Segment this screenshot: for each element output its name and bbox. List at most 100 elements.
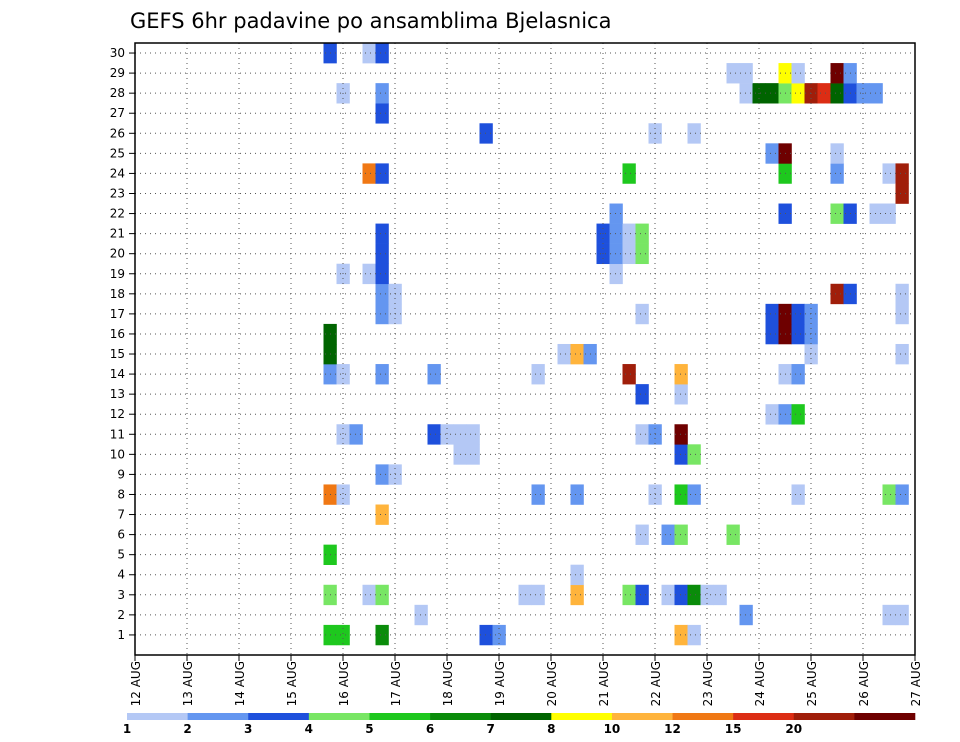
heatmap-cell [674,424,688,445]
heatmap-cell [466,424,480,445]
x-tick-label: 13 AUG [181,661,195,706]
heatmap-cell [336,484,350,505]
heatmap-cell [622,584,636,606]
heatmap-cell [570,343,584,365]
y-tick-label: 28 [110,86,125,100]
heatmap-cell [635,243,649,265]
heatmap-cell [674,624,688,646]
plot-frame [134,42,916,656]
heatmap-cell [895,283,909,305]
y-tick-label: 12 [110,407,125,421]
heatmap-cell [570,484,584,505]
heatmap-cell [726,524,740,545]
heatmap-cell [804,343,818,365]
y-tick-label: 30 [110,46,125,60]
heatmap-cell [804,303,818,325]
y-tick-label: 18 [110,287,125,301]
x-tick-label: 18 AUG [441,661,455,706]
heatmap-cell [375,43,389,64]
y-tick-label: 11 [110,427,125,441]
x-tick-label: 21 AUG [597,661,611,706]
legend-color-swatch [854,713,916,720]
heatmap-cell [830,283,844,305]
legend-level-label: 1 [123,722,131,736]
legend-color-swatch [369,713,431,720]
y-axis-ticks: 1234567891011121314151617181920212223242… [110,46,135,642]
heatmap-cell [492,624,506,646]
heatmap-cell [830,163,844,184]
x-tick-label: 22 AUG [649,661,663,706]
heatmap-cell [674,524,688,545]
y-tick-label: 22 [110,207,125,221]
legend-color-swatch [733,713,795,720]
heatmap-cell [700,584,714,606]
heatmap-cell [882,163,896,184]
heatmap-cell [531,484,545,505]
heatmap-cell [791,364,805,385]
heatmap-cell [609,223,623,244]
heatmap-cell [375,283,389,305]
y-tick-label: 6 [117,528,125,542]
x-tick-label: 24 AUG [753,661,767,706]
heatmap-cell [635,384,649,405]
heatmap-cell [882,203,896,224]
y-tick-label: 5 [117,548,125,562]
heatmap-cell [895,604,909,626]
heatmap-cell [791,323,805,345]
heatmap-cell [895,183,909,204]
heatmap-cell [375,364,389,385]
heatmap-cell [882,604,896,626]
heatmap-cell [791,83,805,104]
heatmap-cell [687,624,701,646]
legend-color-swatch [248,713,310,720]
heatmap-cell [427,364,441,385]
legend-level-label: 8 [547,722,555,736]
heatmap-cell [362,584,376,606]
gridlines [135,43,915,655]
y-tick-label: 2 [117,608,125,622]
heatmap-cell [869,203,883,224]
heatmap-cell [622,364,636,385]
y-tick-label: 26 [110,126,125,140]
heatmap-cell [739,63,753,84]
heatmap-cell [375,103,389,124]
heatmap-cell [791,484,805,505]
legend-level-label: 15 [725,722,742,736]
y-tick-label: 29 [110,66,125,80]
x-tick-label: 23 AUG [701,661,715,706]
x-tick-label: 19 AUG [493,661,507,706]
y-tick-label: 13 [110,387,125,401]
y-tick-label: 21 [110,227,125,241]
y-tick-label: 25 [110,146,125,160]
y-tick-label: 7 [117,508,125,522]
heatmap-cell [882,484,896,505]
x-tick-label: 14 AUG [233,661,247,706]
y-tick-label: 23 [110,186,125,200]
heatmap-cell [726,63,740,84]
heatmap-cell [674,444,688,465]
heatmap-cell [375,303,389,325]
legend-level-label: 5 [365,722,373,736]
y-tick-label: 20 [110,247,125,261]
legend-level-label: 4 [305,722,313,736]
heatmap-cell [427,424,441,445]
heatmap-cell [375,464,389,485]
y-tick-label: 1 [117,628,125,642]
heatmap-cell [635,524,649,545]
x-tick-label: 12 AUG [129,661,143,706]
heatmap-cell [674,384,688,405]
legend-color-swatch [127,713,188,720]
heatmap-cell [635,223,649,244]
heatmap-cell [531,584,545,606]
heatmap-cells [323,43,909,646]
legend-level-label: 20 [785,722,802,736]
heatmap-cell [765,143,779,164]
heatmap-cell [895,484,909,505]
y-tick-label: 19 [110,267,125,281]
heatmap-cell [687,123,701,144]
heatmap-cell [791,303,805,325]
heatmap-cell [375,223,389,244]
heatmap-cell [830,143,844,164]
heatmap-cell [375,243,389,265]
color-legend: 1 2 3 4 5 6 7 8 10 12 15 20 [123,713,916,736]
